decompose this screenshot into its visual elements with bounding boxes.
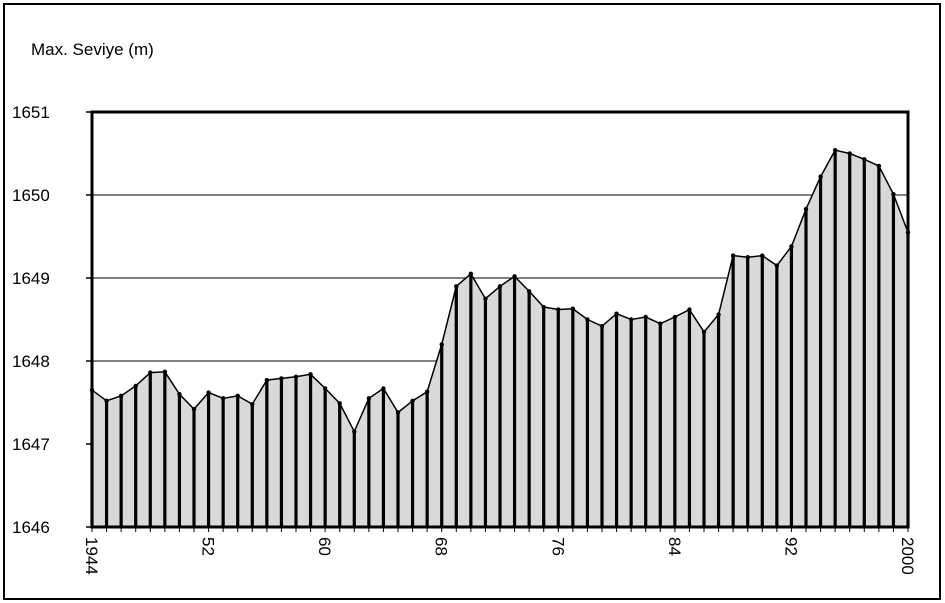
y-tick-label: 1650 <box>12 186 50 205</box>
data-point <box>585 317 590 322</box>
x-tick-labels: 1944 52 60 68 76 84 92 2000 <box>82 527 917 575</box>
data-point <box>235 393 240 399</box>
data-point <box>774 263 780 268</box>
data-point <box>322 386 328 391</box>
data-point <box>264 377 270 383</box>
data-point <box>352 429 357 434</box>
data-point <box>337 401 342 406</box>
data-point <box>614 311 619 316</box>
data-point <box>832 147 838 153</box>
data-point <box>526 289 532 294</box>
data-point <box>191 406 197 412</box>
data-point <box>439 342 444 347</box>
y-axis-title: Max. Seviye (m) <box>31 40 154 59</box>
data-point <box>177 392 182 397</box>
y-tick-label: 1646 <box>12 518 50 537</box>
data-point <box>118 393 124 399</box>
data-point <box>162 369 168 374</box>
x-tick-label: 2000 <box>898 537 917 575</box>
y-tick-label: 1648 <box>12 352 50 371</box>
y-tick-label: 1647 <box>12 435 50 454</box>
data-point <box>381 386 386 391</box>
data-point <box>876 163 882 169</box>
data-point <box>104 398 109 404</box>
data-point <box>643 314 648 320</box>
data-point <box>410 398 415 404</box>
data-point <box>556 307 561 312</box>
y-tick-labels: 1646 1647 1648 1649 1650 1651 <box>12 103 92 537</box>
x-tick-label: 92 <box>781 537 800 556</box>
data-point <box>658 321 663 326</box>
data-point <box>220 396 226 401</box>
data-point <box>279 376 284 381</box>
data-point <box>468 271 474 277</box>
data-point <box>760 253 765 258</box>
data-point <box>862 157 867 162</box>
data-point <box>672 314 678 320</box>
data-point <box>541 304 546 310</box>
x-tick-label: 52 <box>199 537 218 556</box>
data-point <box>206 390 211 395</box>
data-point <box>250 401 255 407</box>
data-point <box>483 296 488 301</box>
x-tick-label: 1944 <box>82 537 101 575</box>
data-points <box>89 147 911 434</box>
data-point <box>628 317 634 322</box>
data-point <box>148 370 153 375</box>
data-point <box>599 323 605 329</box>
data-point <box>818 174 823 179</box>
data-point <box>745 255 750 260</box>
data-point <box>701 329 707 335</box>
x-tick-label: 84 <box>665 537 684 556</box>
data-point <box>308 372 313 377</box>
data-point <box>424 389 430 394</box>
y-tick-label: 1651 <box>12 103 50 122</box>
x-tick-label: 76 <box>548 537 567 556</box>
data-point <box>847 151 852 156</box>
x-tick-label: 60 <box>315 537 334 556</box>
data-point <box>133 383 138 389</box>
data-point <box>497 284 503 289</box>
data-point <box>891 191 896 197</box>
y-tick-label: 1649 <box>12 269 50 288</box>
data-point <box>803 206 809 212</box>
data-point <box>730 253 736 258</box>
data-point <box>716 312 721 317</box>
data-point <box>570 306 576 311</box>
data-point <box>512 274 517 279</box>
data-point <box>789 244 794 249</box>
x-tick-label: 68 <box>432 537 451 556</box>
data-point <box>395 410 401 415</box>
data-point <box>366 396 372 401</box>
data-point <box>454 284 459 289</box>
data-point <box>687 307 692 312</box>
data-point <box>293 374 299 379</box>
